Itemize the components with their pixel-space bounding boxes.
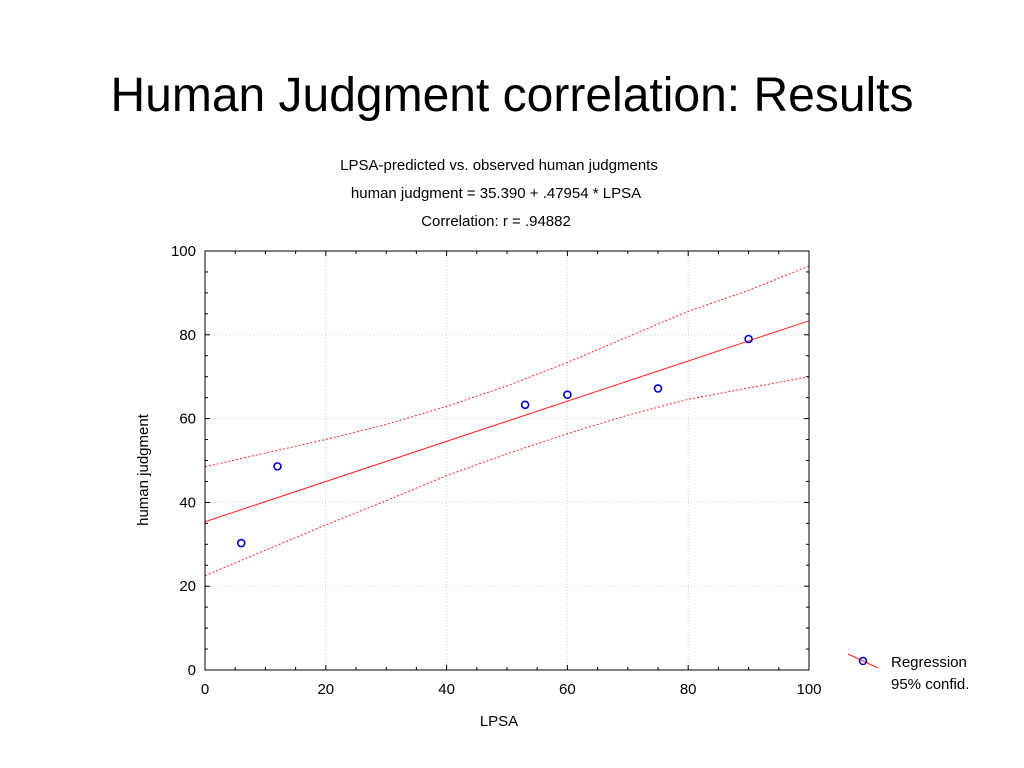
chart-correlation: Correlation: r = .94882	[421, 213, 571, 230]
data-point	[744, 334, 753, 344]
legend-marker-icon	[858, 656, 868, 666]
y-tick-label: 60	[179, 411, 196, 428]
regression-line	[204, 320, 810, 523]
plot-frame	[204, 250, 810, 671]
x-tick-label: 40	[438, 681, 455, 698]
x-axis-label: LPSA	[480, 713, 518, 730]
data-point	[236, 538, 246, 548]
legend: Regression 95% confid.	[847, 653, 969, 693]
data-point	[563, 390, 572, 400]
grid	[205, 251, 809, 670]
y-tick-label: 20	[179, 578, 196, 595]
y-tick-label: 0	[188, 662, 196, 679]
x-tick-label: 0	[201, 681, 209, 698]
data-point	[653, 384, 663, 393]
y-tick-label: 40	[179, 494, 196, 511]
legend-line-icon	[847, 653, 879, 669]
data-points	[236, 334, 753, 548]
chart-equation: human judgment = 35.390 + .47954 * LPSA	[351, 185, 641, 202]
confidence-band	[204, 265, 810, 577]
legend-label-regression: Regression	[891, 654, 967, 671]
regression-line-group	[204, 320, 810, 523]
y-tick-label: 80	[179, 327, 196, 344]
data-point	[520, 400, 530, 410]
x-tick-label: 20	[317, 681, 334, 698]
slide-title: Human Judgment correlation: Results	[110, 69, 914, 122]
legend-label-confidence: 95% confid.	[891, 676, 969, 693]
axis-ticks: 0 20 40 60 80 100 0 20 40 60 80 100	[171, 243, 822, 698]
chart-title: LPSA-predicted vs. observed human judgme…	[340, 157, 658, 174]
confidence-upper-line	[204, 265, 810, 468]
confidence-lower-line	[204, 376, 810, 577]
x-tick-label: 100	[796, 681, 821, 698]
y-tick-label: 100	[171, 243, 196, 260]
x-tick-label: 80	[680, 681, 697, 698]
x-tick-label: 60	[559, 681, 576, 698]
data-point	[273, 462, 282, 471]
y-axis-label: human judgment	[135, 413, 152, 526]
